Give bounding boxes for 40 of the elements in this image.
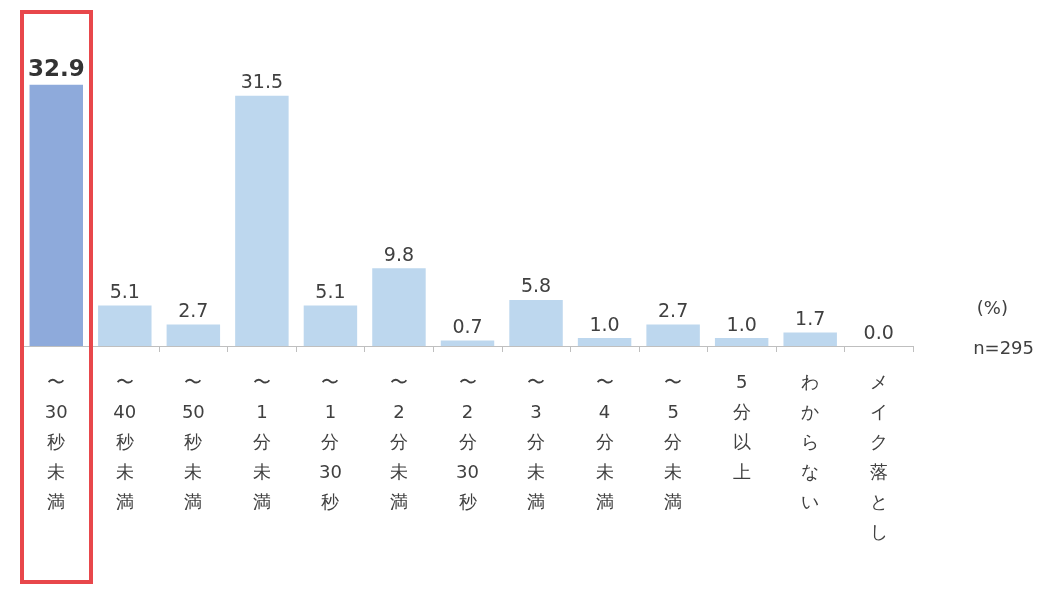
data-label: 32.9 bbox=[27, 55, 85, 82]
x-tick-label: 〜50秒未満 bbox=[181, 370, 205, 512]
data-label: 1.0 bbox=[726, 312, 757, 335]
data-label: 0.0 bbox=[863, 320, 894, 343]
bar bbox=[509, 299, 563, 346]
x-tick-label: 〜5分未満 bbox=[664, 370, 683, 512]
data-label: 5.1 bbox=[109, 279, 140, 302]
bar bbox=[783, 332, 837, 346]
bar bbox=[29, 84, 83, 346]
data-label: 1.0 bbox=[589, 312, 620, 335]
data-label: 2.7 bbox=[178, 299, 209, 322]
data-label: 31.5 bbox=[240, 70, 284, 93]
x-tick-label: メイク落とし bbox=[869, 370, 888, 542]
bar bbox=[440, 340, 495, 346]
bar bbox=[646, 324, 700, 346]
bar bbox=[166, 324, 221, 346]
x-tick-label: 5分以上 bbox=[732, 370, 751, 482]
data-label: 9.8 bbox=[383, 242, 415, 265]
x-tick-label: 〜1分30秒 bbox=[318, 370, 342, 512]
data-label: 1.7 bbox=[795, 307, 826, 329]
bar bbox=[98, 305, 152, 346]
x-tick-label: 〜4分未満 bbox=[595, 370, 614, 512]
text: (%) bbox=[976, 296, 1009, 318]
x-tick-label: 〜2分30秒 bbox=[456, 370, 479, 512]
bar bbox=[714, 338, 769, 346]
x-tick-label: 〜30秒未満 bbox=[44, 370, 68, 512]
x-tick-label: 〜40秒未満 bbox=[113, 370, 137, 512]
data-label: 0.7 bbox=[452, 314, 483, 337]
data-label: 5.8 bbox=[520, 274, 552, 297]
bar bbox=[372, 268, 426, 346]
bar bbox=[235, 95, 289, 346]
x-tick-label: わからない bbox=[801, 370, 820, 512]
data-label: 2.7 bbox=[658, 299, 689, 322]
data-label: 5.1 bbox=[315, 279, 346, 302]
x-tick-label: 〜1分未満 bbox=[252, 370, 271, 512]
text: n=295 bbox=[973, 336, 1035, 358]
bar bbox=[577, 338, 632, 346]
x-tick-label: 〜3分未満 bbox=[527, 370, 546, 512]
x-tick-label: 〜2分未満 bbox=[389, 370, 408, 512]
bar bbox=[303, 305, 358, 346]
